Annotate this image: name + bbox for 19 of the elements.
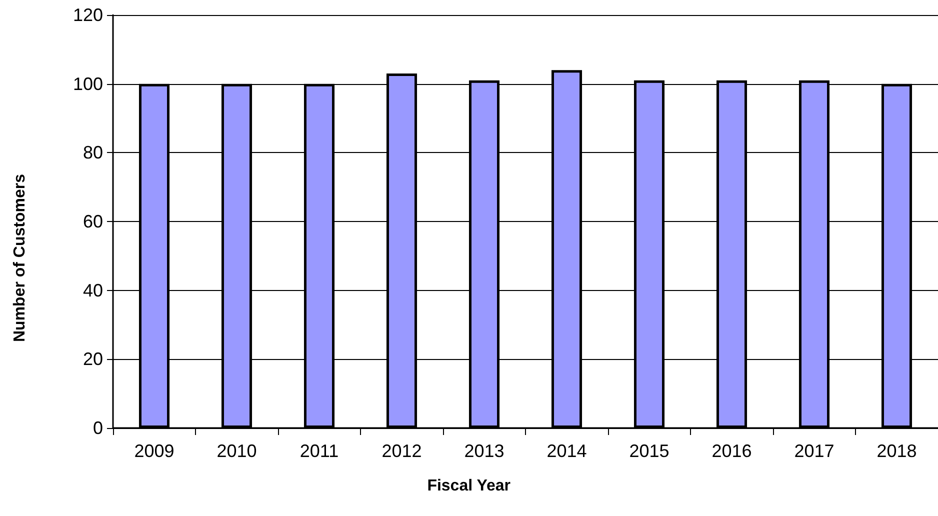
y-tick-label: 0 (92, 418, 103, 438)
x-tick-label: 2010 (216, 441, 257, 461)
y-tick-label: 100 (72, 74, 103, 94)
x-tick-label: 2017 (794, 441, 834, 461)
x-tick-label: 2015 (629, 441, 670, 461)
y-axis-title: Number of Customers (12, 174, 28, 342)
y-tick-label: 60 (82, 212, 103, 232)
x-tick-label: 2018 (876, 441, 917, 461)
x-tick-label: 2011 (300, 441, 339, 461)
x-tick-label: 2016 (712, 441, 752, 461)
x-tick-label: 2014 (546, 441, 587, 461)
x-tick-label: 2012 (382, 441, 422, 461)
y-tick-label: 20 (82, 349, 103, 370)
x-tick-label: 2013 (464, 441, 504, 461)
y-tick-label: 80 (82, 142, 103, 163)
x-axis-title: Fiscal Year (427, 478, 511, 494)
y-tick-label: 40 (82, 280, 103, 300)
x-tick-label: 2009 (134, 441, 174, 461)
y-tick-label: 120 (72, 5, 103, 25)
